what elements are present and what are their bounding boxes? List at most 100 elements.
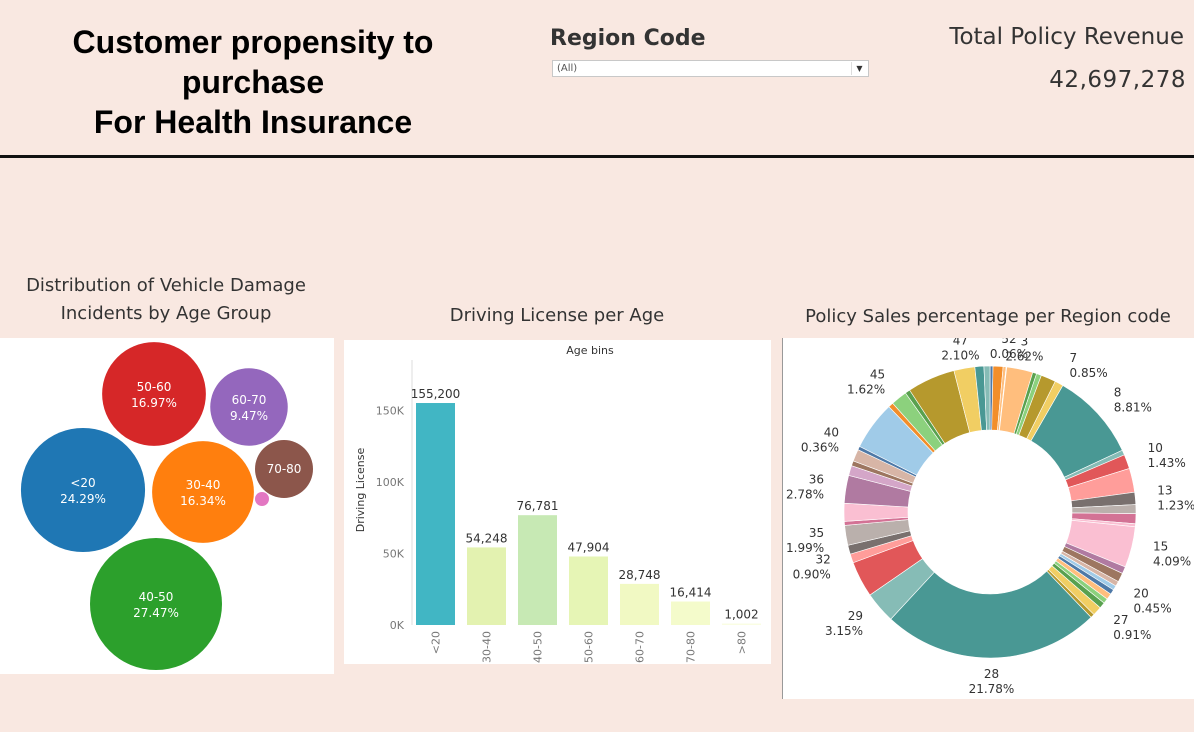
chevron-down-icon[interactable]: ▼ — [851, 62, 867, 75]
bubble-label: <20 — [70, 476, 95, 490]
title-line: purchase — [181, 64, 325, 100]
bar-40-50[interactable] — [518, 515, 557, 625]
bar-70-80[interactable] — [671, 601, 710, 625]
bar-chart-title: Driving License per Age — [449, 305, 665, 326]
donut-region-label: 52 — [1001, 338, 1016, 346]
bubble-value-label: 16.97% — [131, 396, 177, 410]
bar-chart-panel: Age bins Driving License 0K 50K 100K 150K 155,… — [344, 340, 771, 664]
donut-percent-label: 0.36% — [801, 440, 839, 454]
y-tick-label: 50K — [383, 547, 405, 560]
bubble-value-label: 24.29% — [60, 492, 106, 506]
bubble-value-label: 27.47% — [133, 606, 179, 620]
bar-<20[interactable] — [416, 403, 455, 625]
bar-chart: Age bins Driving License 0K 50K 100K 150K 155,… — [354, 344, 761, 663]
donut-percent-label: 1.43% — [1148, 456, 1186, 470]
donut-region-label: 28 — [984, 667, 999, 681]
donut-region-label: 32 — [815, 552, 830, 566]
donut-percent-label: 1.62% — [847, 383, 885, 397]
donut-region-label: 47 — [953, 338, 968, 348]
bar->80[interactable] — [722, 623, 761, 625]
bar-value-label: 1,002 — [724, 608, 758, 622]
x-tick-label: 40-50 — [532, 631, 545, 663]
bubble-label: 30-40 — [186, 478, 221, 492]
x-tick-label: >80 — [736, 631, 749, 654]
donut-region-label: 13 — [1157, 483, 1172, 497]
region-code-filter-label: Region Code — [550, 26, 706, 51]
bubble-small[interactable] — [255, 492, 269, 506]
donut-region-label: 36 — [809, 473, 824, 487]
bubble-label: 70-80 — [267, 462, 302, 476]
bubble-chart: <20 24.29% 50-60 16.97% 60-70 9.47% 30-40 16.34… — [20, 342, 313, 670]
y-axis-title: Driving License — [354, 448, 367, 533]
x-tick-label: 30-40 — [481, 631, 494, 663]
bubble-label: 50-60 — [137, 380, 172, 394]
bubble-<20[interactable] — [20, 427, 146, 553]
total-revenue-value: 42,697,278 — [1049, 67, 1186, 93]
bar-value-label: 28,748 — [619, 568, 661, 582]
donut-percent-label: 1.23% — [1157, 498, 1194, 512]
x-axis-title: Age bins — [566, 344, 614, 357]
x-tick-label: 60-70 — [634, 631, 647, 663]
donut-region-label: 7 — [1070, 351, 1078, 365]
bubble-chart-title-line: Distribution of Vehicle Damage — [26, 275, 306, 296]
bar-value-label: 16,414 — [670, 586, 712, 600]
x-tick-label: 70-80 — [685, 631, 698, 663]
bubble-chart-title-line: Incidents by Age Group — [60, 303, 272, 324]
donut-percent-label: 0.85% — [1070, 366, 1108, 380]
bubble-30-40[interactable] — [152, 441, 254, 543]
bubble-50-60[interactable] — [102, 342, 206, 446]
donut-region-label: 45 — [870, 368, 885, 382]
donut-region-label: 15 — [1153, 540, 1168, 554]
donut-chart: 520.06%32.62% 70.85% 88.81% 101.43% 131.23% 1… — [786, 332, 1194, 696]
donut-chart-title: Policy Sales percentage per Region code — [805, 306, 1171, 327]
title-line: Customer propensity to — [72, 24, 434, 60]
title-line: For Health Insurance — [93, 104, 413, 140]
donut-percent-label: 3.15% — [825, 624, 863, 638]
donut-region-label: 8 — [1114, 385, 1122, 399]
header-divider — [0, 155, 1194, 158]
bubble-70-80[interactable] — [255, 440, 313, 498]
bar-value-label: 54,248 — [466, 531, 508, 545]
bar-value-label: 155,200 — [411, 387, 461, 401]
dashboard-title: Customer propensity to purchase For Heal… — [30, 22, 476, 142]
donut-region-label: 3 — [1021, 338, 1029, 349]
donut-percent-label: 2.78% — [786, 488, 824, 502]
donut-percent-label: 1.99% — [786, 541, 824, 555]
donut-slice[interactable] — [983, 365, 991, 431]
donut-percent-label: 0.45% — [1133, 601, 1171, 615]
bar-60-70[interactable] — [620, 583, 659, 625]
donut-region-label: 20 — [1133, 586, 1148, 600]
bubble-chart-panel: <20 24.29% 50-60 16.97% 60-70 9.47% 30-40 16.34… — [0, 338, 334, 674]
donut-region-label: 35 — [809, 526, 824, 540]
bar-50-60[interactable] — [569, 556, 608, 625]
x-tick-label: 50-60 — [583, 631, 596, 663]
donut-percent-label: 8.81% — [1114, 400, 1152, 414]
bubble-value-label: 9.47% — [230, 409, 268, 423]
bubble-label: 60-70 — [232, 393, 267, 407]
donut-percent-label: 0.90% — [793, 567, 831, 581]
donut-slice-region-28[interactable] — [890, 570, 1092, 659]
bubble-40-50[interactable] — [90, 538, 222, 670]
bubble-value-label: 16.34% — [180, 494, 226, 508]
y-tick-label: 0K — [390, 619, 405, 632]
x-tick-label: <20 — [430, 631, 443, 654]
donut-region-label: 10 — [1148, 441, 1163, 455]
region-code-selected-value: (All) — [557, 63, 578, 74]
donut-percent-label: 21.78% — [969, 682, 1015, 696]
bubble-label: 40-50 — [139, 590, 174, 604]
donut-percent-label: 2.10% — [941, 349, 979, 363]
donut-region-label: 40 — [824, 425, 839, 439]
donut-region-label: 29 — [848, 609, 863, 623]
donut-percent-label: 4.09% — [1153, 555, 1191, 569]
donut-percent-label: 2.62% — [1005, 350, 1043, 364]
donut-percent-label: 0.06% — [990, 347, 1028, 361]
bubble-60-70[interactable] — [210, 368, 288, 446]
y-tick-label: 150K — [376, 404, 405, 417]
donut-chart-panel: 52 0.06% 3 2.62% 7 0.85% 8 8.81% 10 1.43% 13 1.23% 1… — [782, 332, 1194, 699]
bar-30-40[interactable] — [467, 547, 506, 625]
total-revenue-label: Total Policy Revenue — [949, 24, 1184, 50]
bar-value-label: 47,904 — [568, 540, 610, 554]
region-code-dropdown[interactable]: (All) ▼ — [552, 60, 869, 77]
bar-value-label: 76,781 — [517, 499, 559, 513]
y-tick-label: 100K — [376, 476, 405, 489]
